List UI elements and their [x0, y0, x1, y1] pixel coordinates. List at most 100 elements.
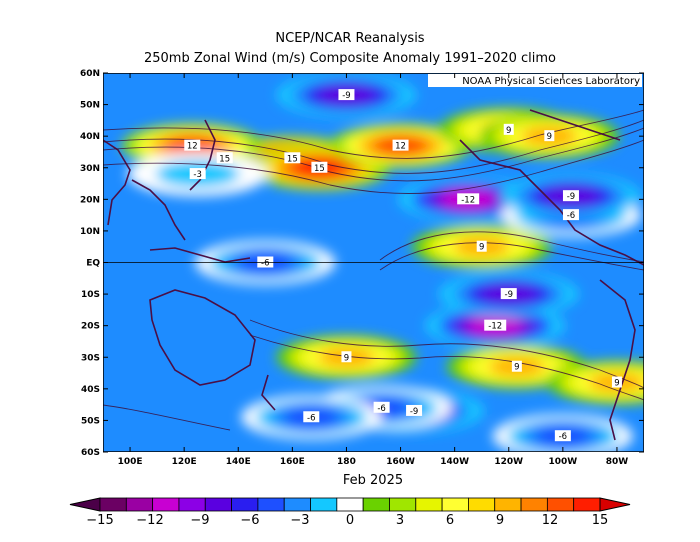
colorbar-swatch	[231, 497, 259, 512]
y-tick-label: 10S	[81, 290, 100, 300]
credit-box	[428, 74, 642, 87]
colorbar-swatch	[573, 497, 601, 512]
colorbar-swatch	[283, 497, 311, 512]
credit-text: NOAA Physical Sciences Laboratory	[462, 76, 640, 87]
colorbar-tick-label: −15	[86, 513, 113, 528]
colorbar-swatch	[152, 497, 180, 512]
colorbar-swatch	[178, 497, 206, 512]
contour-label-box	[562, 190, 579, 202]
x-tick-label: 160E	[280, 457, 305, 467]
contour-label: 9	[479, 243, 484, 253]
y-axis: 60N 50N 40N 30N 20N 10N EQ 10S 20S 30S 40S 50S 60S	[80, 69, 644, 458]
contour-label: -12	[461, 195, 475, 205]
colorbar-tick-label: −6	[240, 513, 259, 528]
colorbar-tick-label: 15	[592, 513, 609, 528]
contour-label: 15	[314, 164, 325, 174]
colorbar-tick-label: 3	[396, 513, 404, 528]
anomaly-map: 15 15 15 12 12 9 9 -9 -12 9 -12 -9 9 9 9 -9 -6 -6 -6 -6 -6 -9…	[103, 73, 644, 452]
contour-label-box	[303, 411, 320, 423]
chart-title: 250mb Zonal Wind (m/s) Composite Anomaly…	[144, 51, 556, 66]
colorbar-swatch	[310, 497, 338, 512]
x-tick-label: 140W	[440, 457, 469, 467]
contour-label: -9	[567, 192, 575, 202]
contour-label: -9	[410, 407, 418, 417]
colorbar-max-arrow	[599, 497, 631, 512]
contour-label-box	[511, 360, 522, 372]
contour-label: -6	[559, 432, 567, 442]
contour-label-box	[341, 351, 352, 363]
contour-label: -6	[567, 211, 575, 221]
contour-label-box	[406, 404, 423, 416]
x-tick-label: 80W	[606, 457, 629, 467]
contour-label-box	[189, 168, 206, 180]
contour-label-box	[216, 152, 233, 164]
y-tick-label: 40N	[80, 132, 100, 142]
contour-label: 9	[506, 126, 511, 136]
contour-label-box	[184, 139, 201, 151]
colorbar-swatch	[494, 497, 522, 512]
contour-label: 12	[395, 142, 406, 152]
colorbar-swatch	[546, 497, 575, 512]
contour-lines	[103, 109, 644, 431]
x-tick-label: 120E	[172, 457, 197, 467]
colorbar-tick-label: 0	[346, 513, 354, 528]
contour-label: -3	[193, 170, 201, 180]
contour-label-box	[311, 161, 328, 173]
contour-label: -6	[307, 413, 315, 423]
colorbar-swatch	[415, 497, 443, 512]
y-tick-label: 20S	[81, 322, 100, 332]
colorbar-swatch	[336, 497, 364, 512]
contour-label-box	[500, 288, 517, 300]
contour-label: -6	[377, 404, 385, 414]
colorbar-swatch	[520, 497, 548, 512]
y-tick-label: 10N	[80, 227, 100, 237]
colorbar-tick-label: −9	[190, 513, 209, 528]
colorbar-tick-label: −12	[136, 513, 163, 528]
colorbar	[69, 497, 631, 512]
contour-label: -9	[505, 290, 513, 300]
contour-label-box	[544, 130, 555, 142]
x-tick-label: 120W	[494, 457, 523, 467]
colorbar-swatch	[125, 497, 154, 512]
y-tick-label: 20N	[80, 195, 100, 205]
contour-label: 9	[614, 379, 619, 389]
contour-label: -6	[261, 259, 269, 269]
contour-label-box	[503, 123, 514, 135]
y-tick-label: 50N	[80, 101, 100, 111]
colorbar-swatch	[389, 497, 417, 512]
coastlines	[103, 109, 644, 441]
contour-label: 15	[287, 154, 298, 164]
colorbar-swatch	[204, 497, 232, 512]
colorbar-ticks: −15 −12 −9 −6 −3 0 3 6 9 12 15	[86, 513, 608, 528]
contour-label-box	[284, 152, 301, 164]
contour-label-box	[457, 193, 480, 205]
y-tick-label: 60N	[80, 69, 100, 79]
contour-label: -12	[488, 322, 502, 332]
colorbar-min-arrow	[69, 497, 101, 512]
x-tick-label: 100W	[548, 457, 577, 467]
y-tick-label: 40S	[81, 385, 100, 395]
colorbar-swatch	[99, 497, 127, 512]
contour-label-box	[257, 256, 274, 268]
colorbar-tick-label: 12	[542, 513, 559, 528]
contour-label: -9	[342, 91, 350, 101]
contour-label-box	[611, 376, 622, 388]
contour-label-box	[562, 209, 579, 221]
y-tick-label: 60S	[81, 448, 100, 458]
chart-subtitle: NCEP/NCAR Reanalysis	[275, 31, 424, 46]
contour-label-box	[392, 139, 409, 151]
colorbar-swatch	[441, 497, 469, 512]
contour-label-box	[554, 430, 571, 442]
x-axis-label: Feb 2025	[343, 473, 403, 488]
contour-label-box	[476, 240, 487, 252]
x-tick-label: 100E	[118, 457, 143, 467]
contour-label: 15	[219, 154, 230, 164]
colorbar-swatch	[468, 497, 496, 512]
contour-label: 12	[187, 142, 198, 152]
y-tick-label: 30N	[80, 164, 100, 174]
colorbar-swatch	[362, 497, 390, 512]
y-tick-label: 30S	[81, 353, 100, 363]
x-tick-label: 160W	[386, 457, 415, 467]
contour-label: 9	[344, 353, 349, 363]
